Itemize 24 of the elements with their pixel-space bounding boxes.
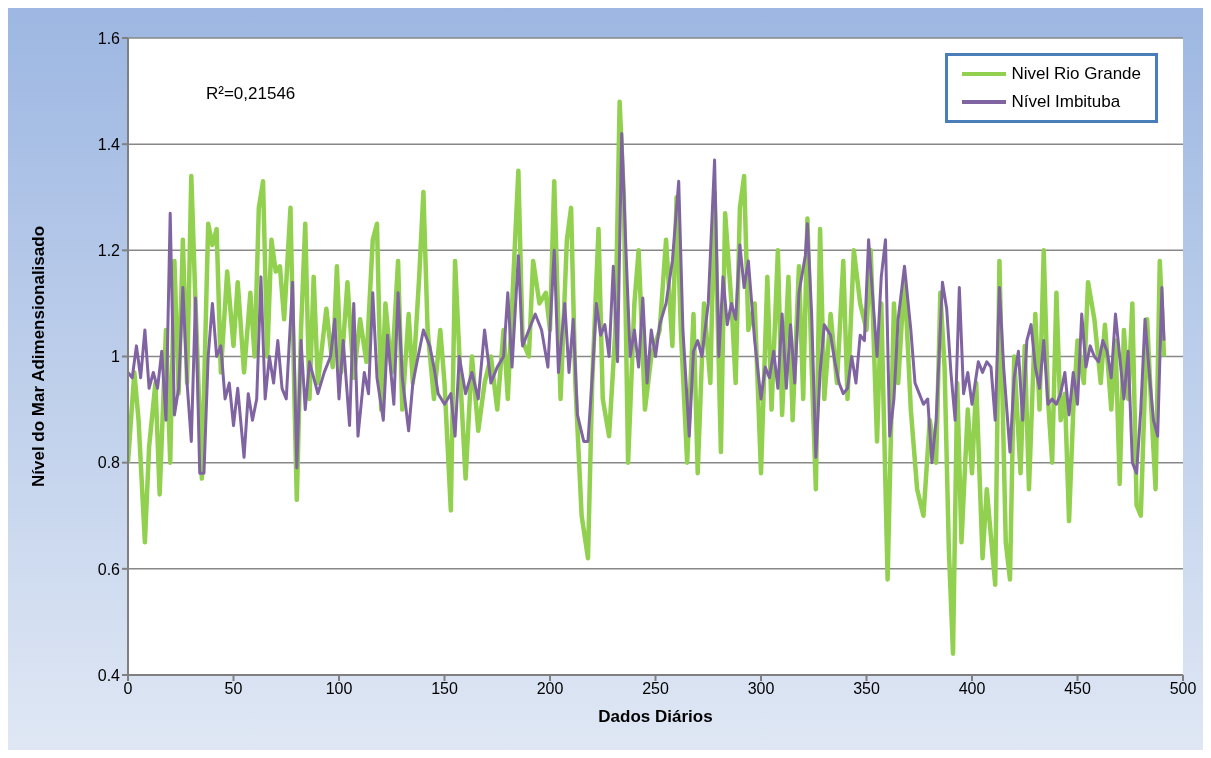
y-axis-title: Nível do Mar Adimensionalisado bbox=[29, 225, 49, 488]
legend-label: Nivel Rio Grande bbox=[1011, 64, 1141, 84]
annotation: R²=0,21546 bbox=[206, 84, 296, 104]
legend-label: Nível Imbituba bbox=[1011, 92, 1121, 112]
x-tick-label: 200 bbox=[536, 680, 564, 698]
x-axis-title: Dados Diários bbox=[598, 707, 713, 726]
y-tick-label: 1.4 bbox=[97, 135, 121, 153]
x-tick-label: 350 bbox=[853, 680, 880, 698]
y-tick-label: 1.6 bbox=[97, 29, 121, 47]
x-tick-label: 500 bbox=[1169, 680, 1197, 698]
x-tick-label: 400 bbox=[958, 680, 986, 698]
x-tick-label: 300 bbox=[747, 680, 775, 698]
line-series bbox=[128, 132, 1166, 475]
x-tick-label: 100 bbox=[325, 680, 353, 698]
y-tick-label: 1.2 bbox=[97, 242, 121, 260]
y-tick-label: 0.6 bbox=[97, 560, 121, 578]
x-tick-label: 150 bbox=[431, 680, 458, 698]
y-tick-label: 0.4 bbox=[97, 666, 121, 684]
x-tick-label: 250 bbox=[642, 680, 669, 698]
x-tick-label: 450 bbox=[1064, 680, 1091, 698]
x-tick-label: 0 bbox=[123, 680, 133, 698]
x-tick-label: 50 bbox=[224, 680, 243, 698]
y-tick-label: 0.8 bbox=[97, 454, 121, 472]
y-tick-label: 1 bbox=[111, 348, 121, 366]
